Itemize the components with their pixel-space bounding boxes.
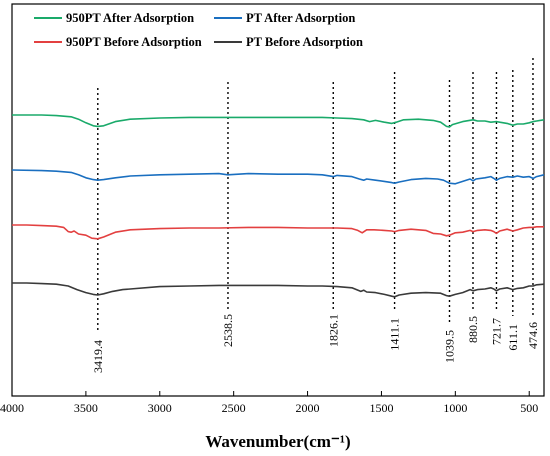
legend-label-4: PT Before Adsorption [246, 35, 363, 49]
series-line-2 [11, 169, 545, 185]
x-tick-label-2500: 2500 [222, 401, 246, 415]
x-tick-label-1500: 1500 [369, 401, 393, 415]
x-tick-label-3500: 3500 [74, 401, 98, 415]
peak-label-1411.1: 1411.1 [388, 318, 402, 351]
legend-label-3: 950PT Before Adsorption [66, 35, 202, 49]
legend-label-1: 950PT After Adsorption [66, 11, 194, 25]
peak-label-3419.4: 3419.4 [91, 340, 105, 373]
x-tick-label-2000: 2000 [296, 401, 320, 415]
x-axis-label: Wavenumber(cm⁻¹) [205, 432, 350, 451]
peak-label-2538.5: 2538.5 [221, 314, 235, 347]
series-line-3 [12, 224, 544, 240]
legend: 950PT After Adsorption PT After Adsorptio… [34, 11, 363, 49]
series-line-4 [12, 282, 545, 298]
peak-label-611.1: 611.1 [506, 324, 520, 351]
x-tick-label-500: 500 [520, 401, 538, 415]
peak-label-474.6: 474.6 [526, 322, 540, 349]
peak-labels-group: 3419.4 2538.5 1826.1 1411.1 1039.5 880.5 721.7… [91, 314, 540, 373]
x-tick-label-4000: 4000 [0, 401, 24, 415]
legend-label-2: PT After Adsorption [246, 11, 355, 25]
plot-area-frame [11, 3, 545, 397]
x-tick-label-1000: 1000 [443, 401, 467, 415]
x-axis-ticks: 4000 3500 3000 2500 2000 1500 1000 500 [0, 391, 538, 415]
series-group [11, 114, 545, 298]
peak-label-880.5: 880.5 [466, 316, 480, 343]
peak-label-1826.1: 1826.1 [326, 314, 340, 347]
peak-label-721.7: 721.7 [489, 318, 503, 345]
peak-label-1039.5: 1039.5 [442, 330, 456, 363]
series-line-1 [12, 114, 545, 128]
peak-lines-group [97, 58, 534, 330]
x-tick-label-3000: 3000 [148, 401, 172, 415]
